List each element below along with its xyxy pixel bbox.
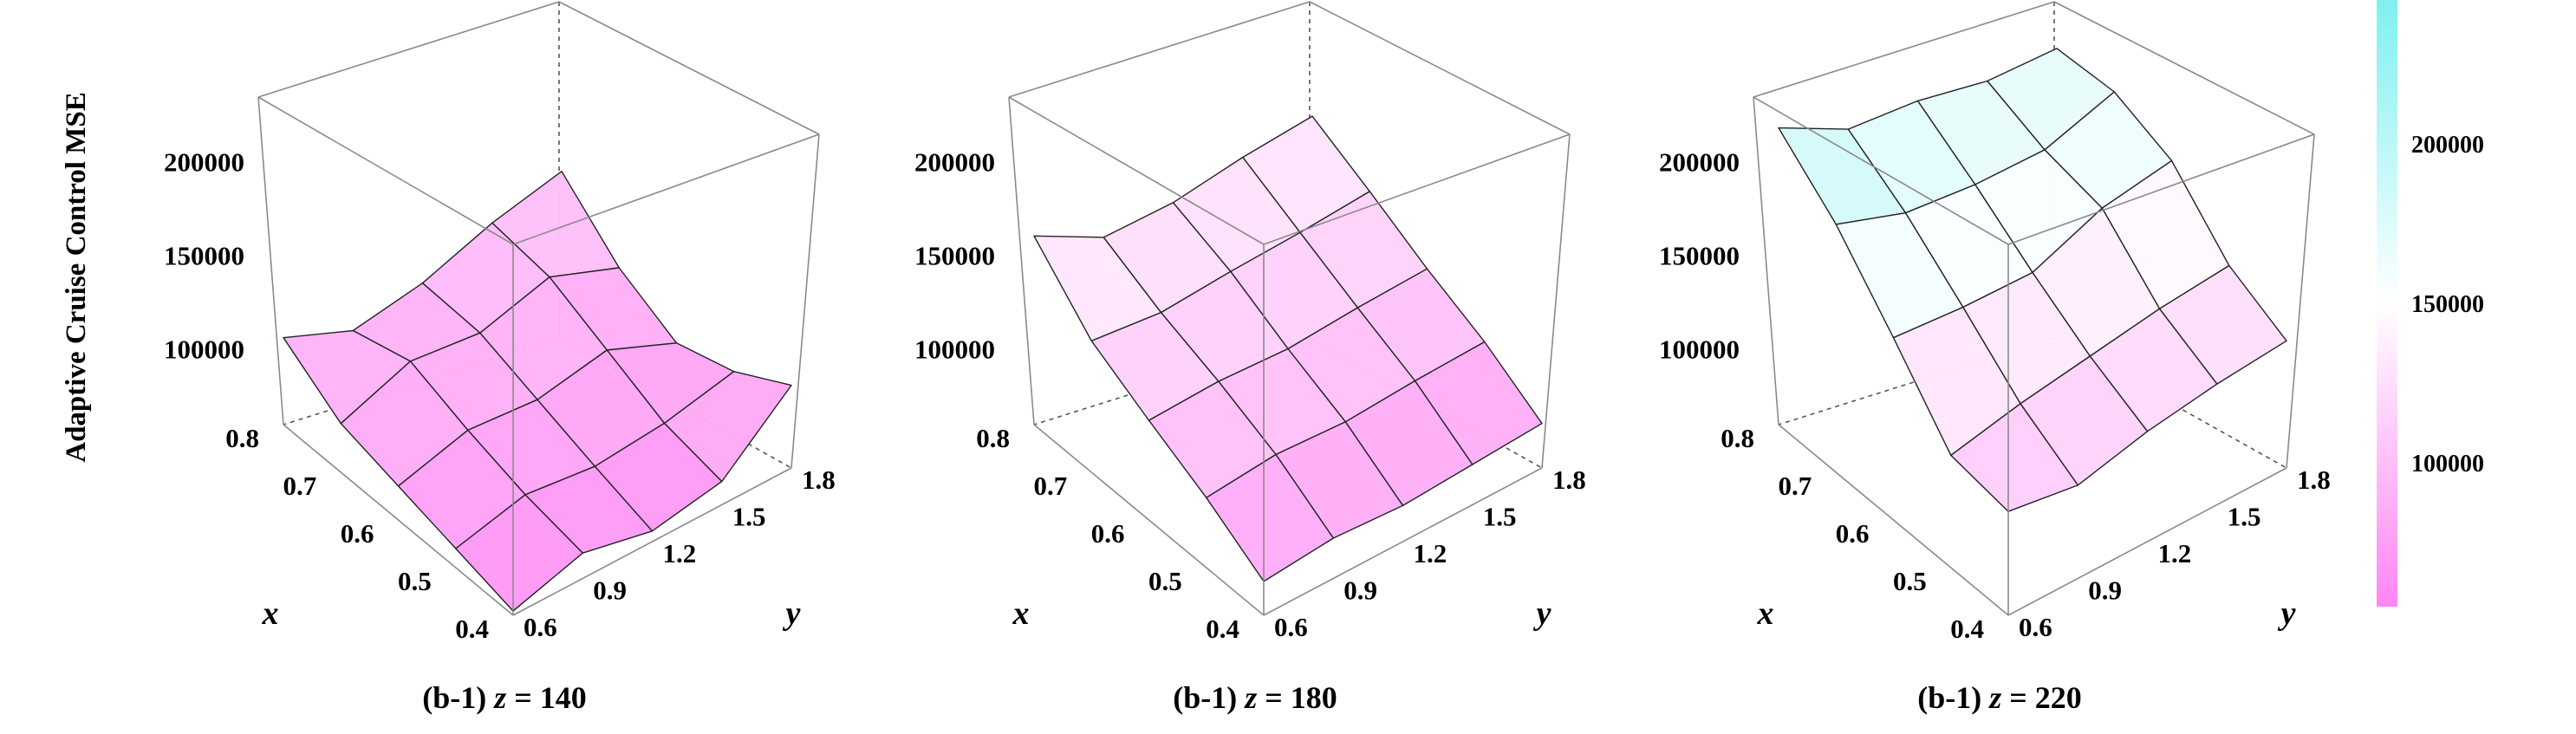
x-tick-label: 0.4 <box>1950 614 1984 644</box>
z-tick-label: 200000 <box>164 147 244 178</box>
x-tick-label: 0.8 <box>225 423 259 453</box>
x-tick-label: 0.6 <box>1836 518 1870 549</box>
x-tick-label: 0.7 <box>1779 471 1812 501</box>
surface-plot: 100000 150000 200000 0.4 0.5 0.6 0.7 0.8 0.6 0.9 1… <box>1659 1 2331 715</box>
x-tick-label: 0.6 <box>1091 518 1125 549</box>
box-edge <box>1309 1 1571 135</box>
y-tick-label: 1.8 <box>802 464 836 495</box>
y-axis-label: y <box>783 595 801 632</box>
colorbar-tick: 150000 <box>2411 291 2484 318</box>
x-tick-label: 0.5 <box>398 566 432 596</box>
box-edge <box>558 1 820 135</box>
plots-container: 100000 150000 200000 0.4 0.5 0.6 0.7 0.8 0.6 0.9 1… <box>164 1 2331 715</box>
y-tick-label: 1.5 <box>1483 502 1517 532</box>
x-tick-label: 0.5 <box>1893 566 1927 596</box>
panel-caption: (b-1) z = 220 <box>1917 680 2082 715</box>
surface-plot: 100000 150000 200000 0.4 0.5 0.6 0.7 0.8 0.6 0.9 1… <box>914 1 1586 715</box>
colorbar: 100000 150000 200000 <box>2377 0 2484 607</box>
y-tick-label: 1.8 <box>2297 464 2331 495</box>
y-axis-label: y <box>2278 595 2296 632</box>
surface-patch <box>1950 403 2079 512</box>
x-tick-label: 0.8 <box>1721 423 1754 453</box>
y-tick-label: 0.6 <box>2019 612 2052 642</box>
x-tick-label: 0.4 <box>455 614 489 644</box>
box-edge <box>512 467 792 616</box>
y-axis-label: y <box>1533 595 1551 632</box>
y-tick-label: 1.2 <box>2158 538 2192 568</box>
x-tick-label: 0.5 <box>1148 566 1182 596</box>
z-tick-label: 150000 <box>914 241 995 271</box>
z-tick-label: 100000 <box>1659 335 1740 365</box>
box-edge <box>790 133 820 469</box>
box-edge <box>1263 133 1571 245</box>
z-tick-label: 100000 <box>164 335 244 365</box>
box-edge <box>257 1 560 98</box>
box-edge <box>283 424 514 616</box>
box-edge <box>1008 96 1035 425</box>
z-tick-label: 150000 <box>1659 241 1740 271</box>
colorbar-tick: 200000 <box>2411 132 2484 159</box>
box-edge <box>1541 133 1571 469</box>
colorbar-gradient <box>2377 0 2397 607</box>
y-tick-label: 1.2 <box>1414 538 1447 568</box>
box-edge <box>2007 133 2315 245</box>
box-edge <box>1753 96 2009 245</box>
box-edge <box>1033 424 1265 616</box>
surface-patch <box>455 494 583 612</box>
box-edge <box>1753 1 2055 98</box>
colorbar-tick: 100000 <box>2411 451 2484 477</box>
box-edge <box>2007 467 2287 616</box>
box-edge <box>2053 1 2315 135</box>
y-tick-label: 0.9 <box>593 575 627 606</box>
y-tick-label: 0.9 <box>1343 575 1377 606</box>
y-tick-label: 0.6 <box>1274 612 1308 642</box>
y-tick-label: 0.6 <box>524 612 557 642</box>
x-axis-label: x <box>262 595 279 632</box>
box-edge <box>1263 467 1543 616</box>
z-axis-label: Adaptive Cruise Control MSE <box>61 92 92 463</box>
y-tick-label: 1.2 <box>663 538 697 568</box>
panel-caption: (b-1) z = 180 <box>1173 680 1337 715</box>
surface-patch <box>1206 453 1335 582</box>
x-tick-label: 0.7 <box>1034 471 1068 501</box>
y-tick-label: 1.8 <box>1552 464 1586 495</box>
box-edge <box>1008 96 1265 245</box>
y-tick-label: 1.5 <box>732 502 766 532</box>
box-edge <box>257 96 284 425</box>
y-tick-label: 0.9 <box>2088 575 2122 606</box>
z-tick-label: 100000 <box>914 335 995 365</box>
x-tick-label: 0.4 <box>1206 614 1239 644</box>
z-tick-label: 150000 <box>164 241 244 271</box>
x-tick-label: 0.8 <box>976 423 1010 453</box>
box-edge <box>2286 133 2315 469</box>
x-axis-label: x <box>1012 595 1030 632</box>
box-edge <box>512 133 820 245</box>
y-tick-label: 1.5 <box>2228 502 2261 532</box>
x-tick-label: 0.6 <box>341 518 374 549</box>
z-tick-label: 200000 <box>914 147 995 178</box>
box-edge <box>1008 1 1311 98</box>
box-edge <box>257 96 514 245</box>
x-tick-label: 0.7 <box>283 471 317 501</box>
box-edge <box>1778 424 2009 616</box>
surface-plot: 100000 150000 200000 0.4 0.5 0.6 0.7 0.8 0.6 0.9 1… <box>164 1 836 715</box>
z-tick-label: 200000 <box>1659 147 1740 178</box>
panel-caption: (b-1) z = 140 <box>422 680 587 715</box>
x-axis-label: x <box>1757 595 1774 632</box>
box-edge <box>1753 96 1779 425</box>
